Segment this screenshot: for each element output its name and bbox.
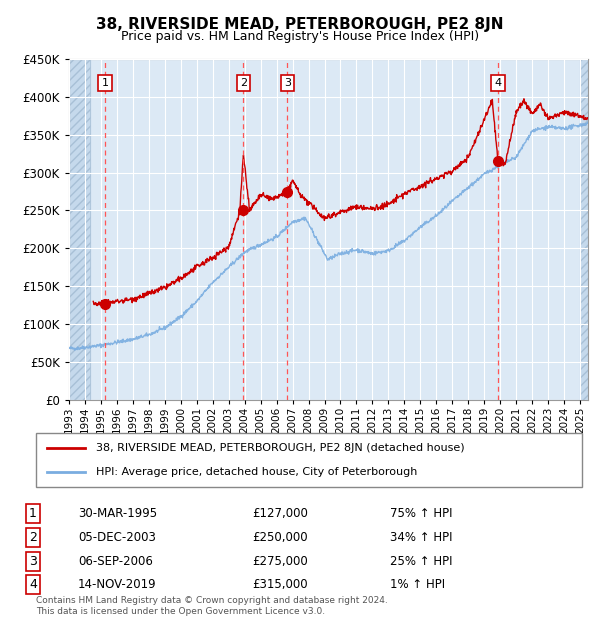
Text: HPI: Average price, detached house, City of Peterborough: HPI: Average price, detached house, City… [96,467,418,477]
Text: £127,000: £127,000 [252,507,308,520]
Bar [69,59,90,400]
Text: 3: 3 [284,78,291,88]
Text: 4: 4 [29,578,37,591]
Text: 2: 2 [240,78,247,88]
Bar [580,59,588,400]
Text: 1: 1 [29,507,37,520]
Text: Price paid vs. HM Land Registry's House Price Index (HPI): Price paid vs. HM Land Registry's House … [121,30,479,43]
Text: 75% ↑ HPI: 75% ↑ HPI [390,507,452,520]
Text: 38, RIVERSIDE MEAD, PETERBOROUGH, PE2 8JN (detached house): 38, RIVERSIDE MEAD, PETERBOROUGH, PE2 8J… [96,443,464,453]
Text: 06-SEP-2006: 06-SEP-2006 [78,556,153,568]
Text: 38, RIVERSIDE MEAD, PETERBOROUGH, PE2 8JN: 38, RIVERSIDE MEAD, PETERBOROUGH, PE2 8J… [96,17,504,32]
Text: 30-MAR-1995: 30-MAR-1995 [78,507,157,520]
Text: 05-DEC-2003: 05-DEC-2003 [78,531,156,544]
Text: 3: 3 [29,556,37,568]
Text: 34% ↑ HPI: 34% ↑ HPI [390,531,452,544]
Text: 1: 1 [101,78,109,88]
Text: 25% ↑ HPI: 25% ↑ HPI [390,556,452,568]
Text: 4: 4 [494,78,502,88]
Text: 14-NOV-2019: 14-NOV-2019 [78,578,157,591]
Text: £250,000: £250,000 [252,531,308,544]
Text: 2: 2 [29,531,37,544]
Text: £275,000: £275,000 [252,556,308,568]
FancyBboxPatch shape [36,433,582,487]
Text: Contains HM Land Registry data © Crown copyright and database right 2024.: Contains HM Land Registry data © Crown c… [36,596,388,605]
Text: £315,000: £315,000 [252,578,308,591]
Text: This data is licensed under the Open Government Licence v3.0.: This data is licensed under the Open Gov… [36,607,325,616]
Text: 1% ↑ HPI: 1% ↑ HPI [390,578,445,591]
